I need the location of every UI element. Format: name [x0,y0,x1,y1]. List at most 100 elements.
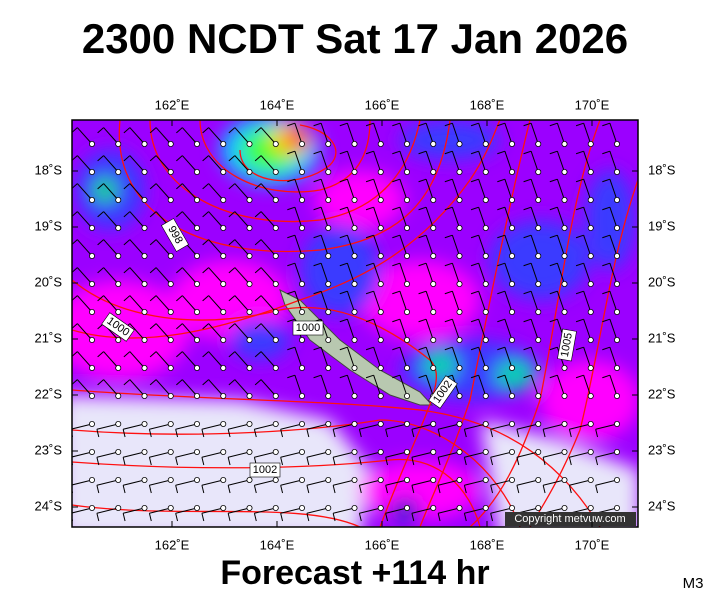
barb-feather [339,234,348,239]
station [246,168,253,175]
station [614,196,621,203]
station [298,392,305,399]
barb [358,420,384,438]
station [587,308,594,315]
barb-feather [254,211,262,218]
barb-feather [549,150,558,155]
barb-staff [181,211,198,229]
barb-feather [287,234,296,239]
barb-staff [208,351,224,369]
barb [470,346,489,371]
station [535,420,542,427]
barb-feather [202,351,209,358]
isobar-label: 1002 [249,462,281,478]
barb-feather [549,346,558,351]
station [220,308,227,315]
station [141,168,148,175]
lat-label: 20˚S [35,274,63,289]
barb-feather [523,374,532,379]
station [325,420,332,427]
barb-staff [123,423,145,430]
barb-staff [411,507,434,514]
isobar-label-text: 1002 [253,464,277,476]
station [535,448,542,455]
barb-feather [149,295,157,302]
station [561,224,568,231]
map-frame [71,119,639,528]
barb-feather [542,429,546,438]
barb-staff [76,351,93,369]
barb-staff [294,263,303,285]
barb-feather [549,262,558,267]
station [508,196,515,203]
barb-staff [543,479,565,486]
barb-feather [313,150,322,155]
barb-staff [346,179,355,201]
barb [549,234,568,259]
forecast-label: Forecast +114 hr [220,554,489,592]
station [535,308,542,315]
barb [542,420,568,438]
barb-feather [497,374,506,379]
map-title: 2300 NCDT Sat 17 Jan 2026 [82,15,628,62]
barb [575,234,594,259]
barb [339,150,358,175]
barb-feather [97,211,104,218]
barb-feather [392,262,401,267]
barb [122,504,148,522]
station [272,392,279,399]
barb [437,448,463,466]
barb-staff [181,379,198,397]
barb [202,267,227,287]
barb [385,476,410,494]
station [167,448,174,455]
isobar-label-box [161,218,189,252]
barb-staff [129,351,145,369]
barb-feather [332,429,336,438]
copyright: Copyright metvuw.com [514,513,625,525]
lat-label: 24˚S [648,498,676,513]
barb [280,448,305,466]
lat-label: 18˚S [35,162,63,177]
barb-staff [129,239,145,257]
barb [254,183,279,203]
barb [253,420,279,438]
station [272,476,279,483]
station [508,392,515,399]
station [298,364,305,371]
barb-feather [176,351,183,358]
barb-feather [339,318,348,323]
station [167,252,174,259]
barb-feather [437,457,441,466]
barb-feather [602,290,611,295]
barb-feather [287,150,296,155]
barb-feather [97,127,104,134]
barb [418,150,437,175]
station [482,504,489,511]
barb-staff [438,479,460,486]
barb [175,504,200,522]
station [377,224,384,231]
barb-staff [583,179,592,201]
barb [228,267,253,287]
barb [253,448,279,466]
barb-feather [149,267,157,274]
lat-label: 18˚S [648,162,676,177]
barb-feather [549,290,558,295]
barb [97,295,122,315]
barb [365,150,384,175]
station [246,280,253,287]
barb-staff [373,179,382,201]
station [298,252,305,259]
barb-staff [260,295,277,313]
barb [542,476,568,494]
station [325,252,332,259]
barb-feather [516,485,520,494]
station [220,224,227,231]
station [89,336,96,343]
barb [176,183,200,203]
station [141,196,148,203]
barb-staff [103,267,119,285]
barb [228,323,253,343]
barb-feather [575,374,584,379]
